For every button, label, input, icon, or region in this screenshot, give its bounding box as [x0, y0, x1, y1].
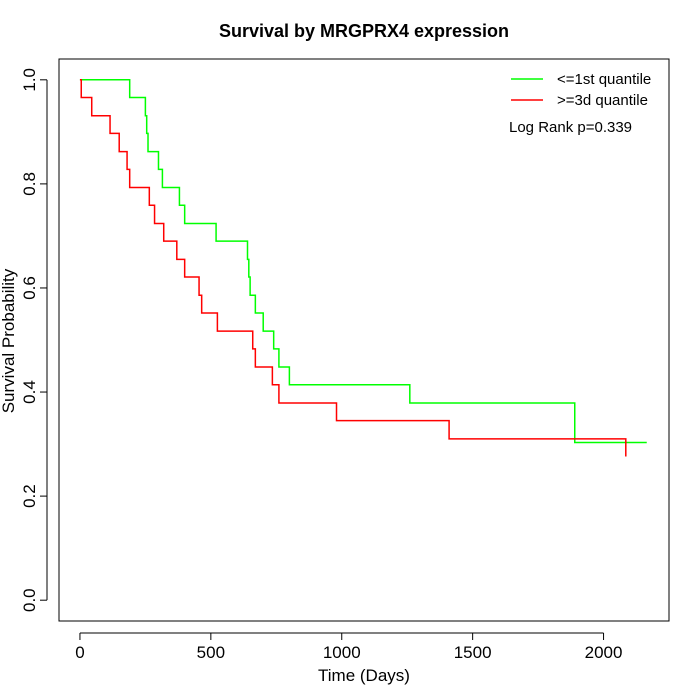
y-tick-label: 0.4: [20, 380, 39, 404]
log-rank-annotation: Log Rank p=0.339: [509, 119, 632, 136]
legend: <=1st quantile >=3d quantile: [511, 71, 651, 109]
x-tick-label: 1500: [454, 643, 492, 662]
y-tick-label: 0.8: [20, 172, 39, 196]
y-tick-label: 1.0: [20, 68, 39, 92]
x-tick-label: 1000: [323, 643, 361, 662]
x-tick-label: 500: [197, 643, 225, 662]
x-axis-label: Time (Days): [318, 666, 410, 685]
y-tick-label: 0.0: [20, 588, 39, 612]
y-axis: 0.0 0.2 0.4 0.6 0.8 1.0: [20, 68, 48, 612]
y-axis-label: Survival Probability: [0, 268, 18, 413]
x-tick-label: 0: [75, 643, 84, 662]
series-layer: [79, 79, 647, 457]
series-line-high-quantile: [79, 79, 627, 457]
legend-label-low: <=1st quantile: [557, 71, 651, 88]
x-axis: 0 500 1000 1500 2000: [75, 632, 623, 662]
x-tick-label: 2000: [585, 643, 623, 662]
legend-label-high: >=3d quantile: [557, 92, 648, 109]
series-line-low-quantile: [79, 79, 647, 444]
chart-title: Survival by MRGPRX4 expression: [219, 21, 509, 41]
plot-frame: [58, 58, 670, 622]
y-tick-label: 0.6: [20, 276, 39, 300]
y-tick-label: 0.2: [20, 484, 39, 508]
